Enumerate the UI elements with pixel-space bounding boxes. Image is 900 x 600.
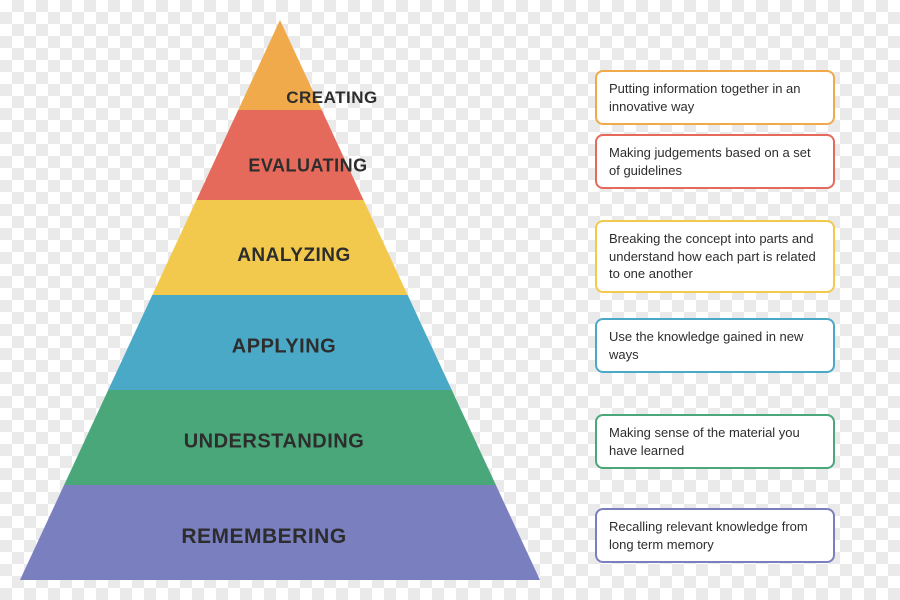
level-description-5: Recalling relevant knowledge from long t… <box>595 508 835 563</box>
level-description-2: Breaking the concept into parts and unde… <box>595 220 835 293</box>
level-label-5: REMEMBERING <box>181 525 346 549</box>
blooms-pyramid-diagram: CREATING EVALUATING ANALYZING APPLYING UNDER… <box>20 20 880 580</box>
level-label-1: EVALUATING <box>248 156 367 177</box>
level-label-0: CREATING <box>286 88 378 108</box>
level-description-0: Putting information together in an innov… <box>595 70 835 125</box>
level-description-4: Making sense of the material you have le… <box>595 414 835 469</box>
level-label-4: UNDERSTANDING <box>184 431 365 454</box>
level-label-3: APPLYING <box>232 336 336 359</box>
level-description-1: Making judgements based on a set of guid… <box>595 134 835 189</box>
pyramid-svg <box>20 20 540 580</box>
level-label-2: ANALYZING <box>237 245 351 267</box>
level-description-3: Use the knowledge gained in new ways <box>595 318 835 373</box>
